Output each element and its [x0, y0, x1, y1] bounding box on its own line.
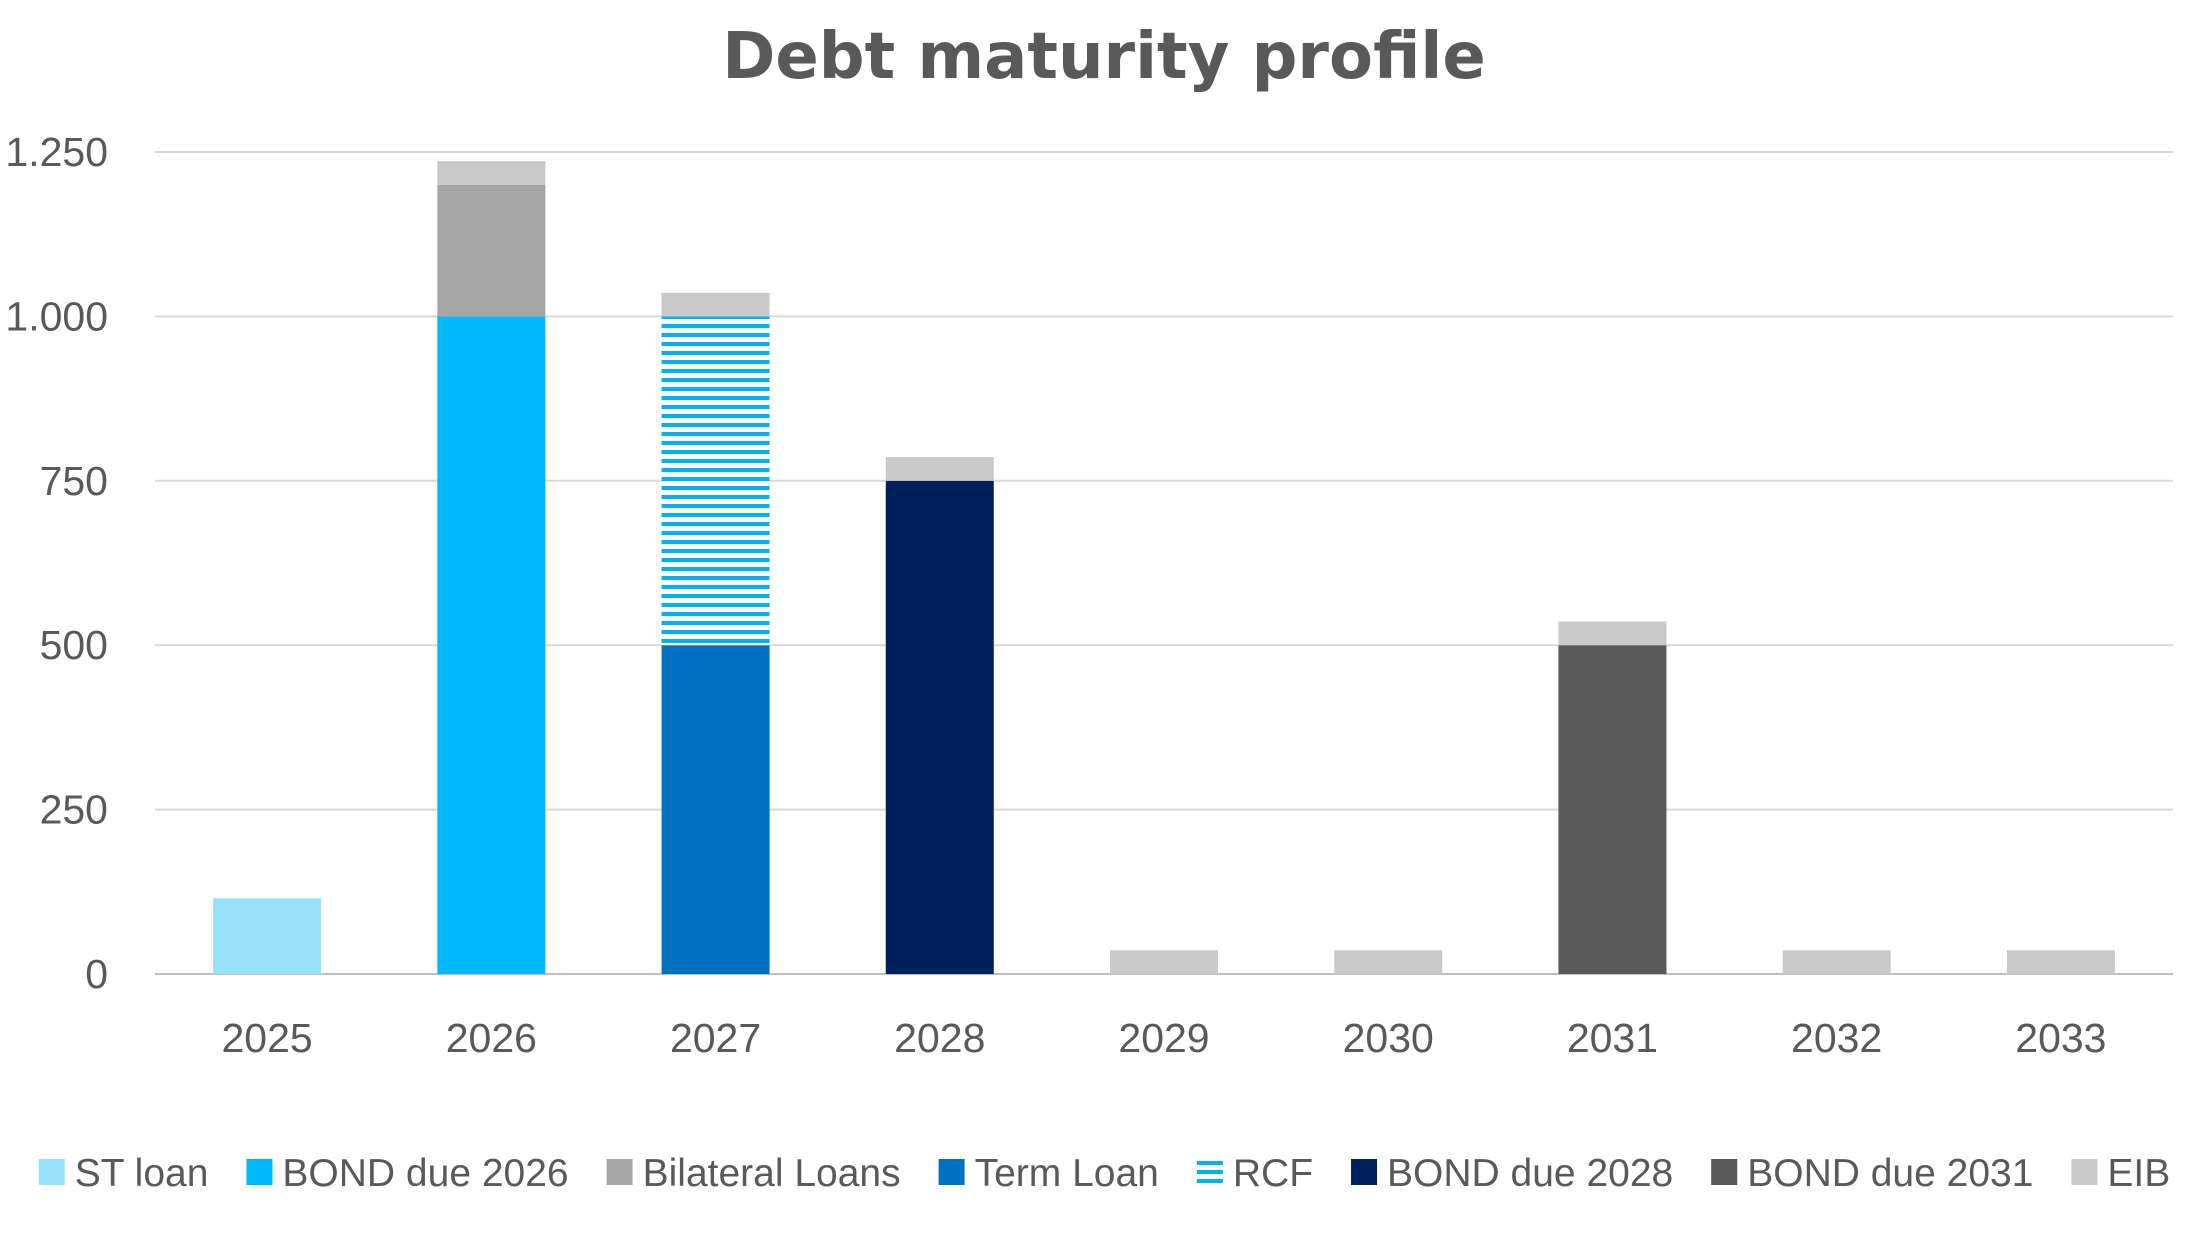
bar-eib-2033: [2006, 950, 2115, 974]
x-tick-label: 2028: [894, 1015, 985, 1061]
bar-eib-2029: [1110, 950, 1218, 974]
legend-label: BOND due 2031: [1747, 1152, 2033, 1195]
legend-label: BOND due 2026: [282, 1152, 568, 1195]
bar-bond-due-2026-2026: [437, 316, 546, 974]
x-tick-label: 2027: [670, 1015, 761, 1061]
x-tick-label: 2025: [222, 1015, 313, 1061]
x-tick-label: 2030: [1343, 1015, 1434, 1061]
legend-swatch: [246, 1159, 273, 1185]
legend: ST loan BOND due 2026 Bilateral Loans Term …: [38, 1152, 2170, 1195]
bar-rcf-2027: [661, 316, 770, 646]
x-axis-ticks: 2025 2026 2027 2028 2029 2030 2031 2032 2033: [222, 1015, 2107, 1061]
legend-swatch: [606, 1159, 633, 1185]
bar-bond-due-2028-2028: [885, 480, 994, 974]
legend-item-bond-due-2031: BOND due 2031: [1711, 1152, 2033, 1195]
legend-swatch: [1351, 1159, 1378, 1185]
y-tick-label: 250: [40, 787, 108, 833]
bar-eib-2028: [885, 457, 994, 481]
legend-swatch: [2071, 1159, 2098, 1185]
x-tick-label: 2031: [1567, 1015, 1658, 1061]
legend-item-bond-due-2026: BOND due 2026: [246, 1152, 569, 1195]
bars: [213, 161, 2115, 974]
bar-term-loan-2027: [661, 645, 770, 974]
legend-swatch: [38, 1159, 65, 1185]
bar-eib-2027: [661, 292, 770, 317]
bar-eib-2030: [1334, 950, 1443, 974]
legend-item-term-loan: Term Loan: [938, 1152, 1159, 1195]
bar-bilateral-loans-2026: [437, 184, 546, 317]
chart-title: Debt maturity profile: [722, 20, 1485, 94]
y-tick-label: 1.250: [5, 129, 108, 175]
x-tick-label: 2033: [2015, 1015, 2106, 1061]
legend-item-st-loan: ST loan: [38, 1152, 209, 1195]
bar-bond-due-2031-2031: [1558, 645, 1667, 974]
legend-item-bilateral-loans: Bilateral Loans: [606, 1152, 901, 1195]
legend-swatch: [1196, 1159, 1223, 1185]
legend-label: ST loan: [75, 1152, 209, 1195]
bar-eib-2026: [437, 161, 546, 185]
legend-label: BOND due 2028: [1387, 1152, 1673, 1195]
bar-eib-2032: [1782, 950, 1891, 974]
legend-label: EIB: [2107, 1152, 2170, 1195]
legend-label: Bilateral Loans: [643, 1152, 901, 1195]
legend-swatch: [1711, 1159, 1738, 1185]
legend-item-bond-due-2028: BOND due 2028: [1351, 1152, 1673, 1195]
y-tick-label: 500: [40, 622, 108, 668]
y-tick-label: 0: [85, 951, 108, 997]
legend-swatch: [938, 1159, 965, 1185]
bar-eib-2031: [1558, 621, 1667, 646]
x-tick-label: 2029: [1118, 1015, 1209, 1061]
x-tick-label: 2026: [446, 1015, 537, 1061]
y-tick-label: 1.000: [5, 293, 108, 339]
legend-item-rcf: RCF: [1196, 1152, 1313, 1195]
x-tick-label: 2032: [1791, 1015, 1882, 1061]
y-axis-ticks: 0 250 500 750 1.000 1.250: [5, 129, 108, 997]
legend-item-eib: EIB: [2071, 1152, 2170, 1195]
legend-label: RCF: [1233, 1152, 1313, 1195]
bar-st-loan-2025: [213, 898, 322, 974]
legend-label: Term Loan: [975, 1152, 1159, 1195]
y-tick-label: 750: [40, 458, 108, 504]
